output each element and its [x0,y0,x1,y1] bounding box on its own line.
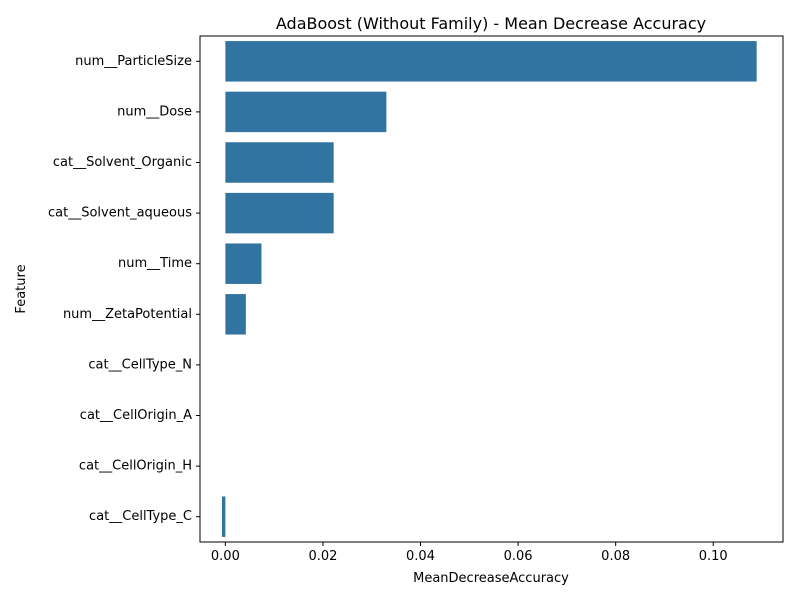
bar-num__Time [225,243,262,284]
y-tick-label: num__ZetaPotential [63,307,192,322]
x-axis-label: MeanDecreaseAccuracy [413,571,569,586]
y-tick-label: cat__Solvent_Organic [53,155,192,170]
x-tick-label: 0.00 [211,549,240,564]
plot-frame [199,35,784,543]
bar-group [221,41,757,537]
y-axis-label: Feature [14,264,29,313]
bar-num__ZetaPotential [225,294,246,335]
bar-num__Dose [225,91,387,133]
y-tick-label: num__Time [118,256,192,271]
bar-cat__Solvent_aqueous [225,192,334,234]
chart-title: AdaBoost (Without Family) - Mean Decreas… [276,14,706,33]
y-tick-label: cat__CellOrigin_A [80,408,192,423]
y-tick-label: cat__Solvent_aqueous [48,206,192,221]
bar-cat__Solvent_Organic [225,142,334,183]
y-tick-label: cat__CellType_C [89,509,192,524]
y-tick-label: num__Dose [117,104,192,119]
x-tick-label: 0.10 [699,549,728,564]
bar-cat__CellType_C [221,496,226,537]
bar-num__ParticleSize [225,41,757,82]
x-tick-label: 0.06 [504,549,533,564]
x-axis-ticks: 0.00 0.02 0.04 0.06 0.08 0.10 [211,542,728,564]
y-axis-ticks: num__ParticleSize num__Dose cat__Solvent_O… [48,54,200,524]
y-tick-label: num__ParticleSize [75,54,192,69]
y-tick-label: cat__CellOrigin_H [79,459,192,474]
x-tick-label: 0.02 [308,549,337,564]
y-tick-label: cat__CellType_N [88,357,192,372]
x-tick-label: 0.08 [601,549,630,564]
x-tick-label: 0.04 [406,549,435,564]
